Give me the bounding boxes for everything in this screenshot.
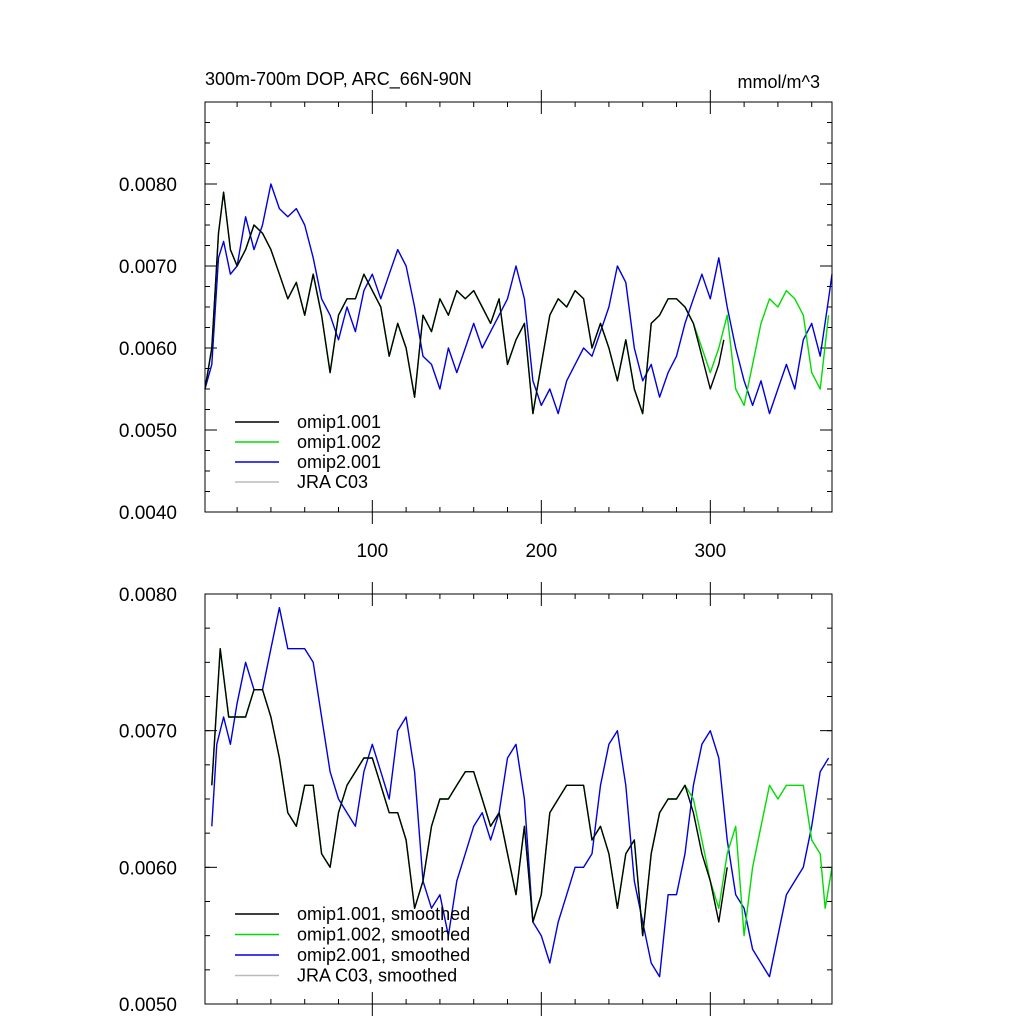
x-tick-label: 100 [356,541,388,562]
legend-label: omip2.001 [297,452,381,472]
bottom-panel-axes: 0.0050 0.0060 0.0070 0.0080 [119,582,832,1016]
y-tick-label: 0.0070 [119,257,177,278]
top-panel-units: mmol/m^3 [738,72,820,92]
y-tick-label: 0.0060 [119,858,177,879]
top-panel: 300m-700m DOP, ARC_66N-90N mmol/m^3 0.00… [119,69,833,562]
bottom-panel: 0.0050 0.0060 0.0070 0.0080 omip1.001, smoo… [119,582,833,1016]
series-line-omip2-001 [204,183,833,415]
x-tick-label: 200 [525,541,557,562]
y-tick-label: 0.0040 [119,503,177,524]
y-tick-label: 0.0060 [119,339,177,360]
legend-label: JRA C03 [297,472,368,492]
y-tick-label: 0.0050 [119,995,177,1016]
y-tick-label: 0.0070 [119,722,177,743]
legend-label: omip2.001, smoothed [297,945,470,965]
series-line-omip2-001-smoothed [211,607,830,978]
legend-label: omip1.001, smoothed [297,904,470,924]
legend-label: omip1.002, smoothed [297,925,470,945]
top-panel-series [204,183,833,415]
bottom-panel-frame [204,593,833,1005]
y-tick-label: 0.0080 [119,585,177,606]
top-panel-axes: 0.0040 0.0050 0.0060 0.0070 0.0080 100 200 300 [119,90,832,562]
top-panel-frame [204,101,833,513]
legend-label: omip1.001 [297,412,381,432]
top-panel-title: 300m-700m DOP, ARC_66N-90N [205,69,472,90]
series-line-omip1-001-smoothed [211,648,728,937]
series-line-omip1-001 [204,191,725,415]
legend-label: JRA C03, smoothed [297,966,457,986]
y-tick-label: 0.0050 [119,421,177,442]
legend-label: omip1.002 [297,432,381,452]
x-tick-label: 300 [694,541,726,562]
bottom-panel-series [211,607,833,978]
y-tick-label: 0.0080 [119,175,177,196]
